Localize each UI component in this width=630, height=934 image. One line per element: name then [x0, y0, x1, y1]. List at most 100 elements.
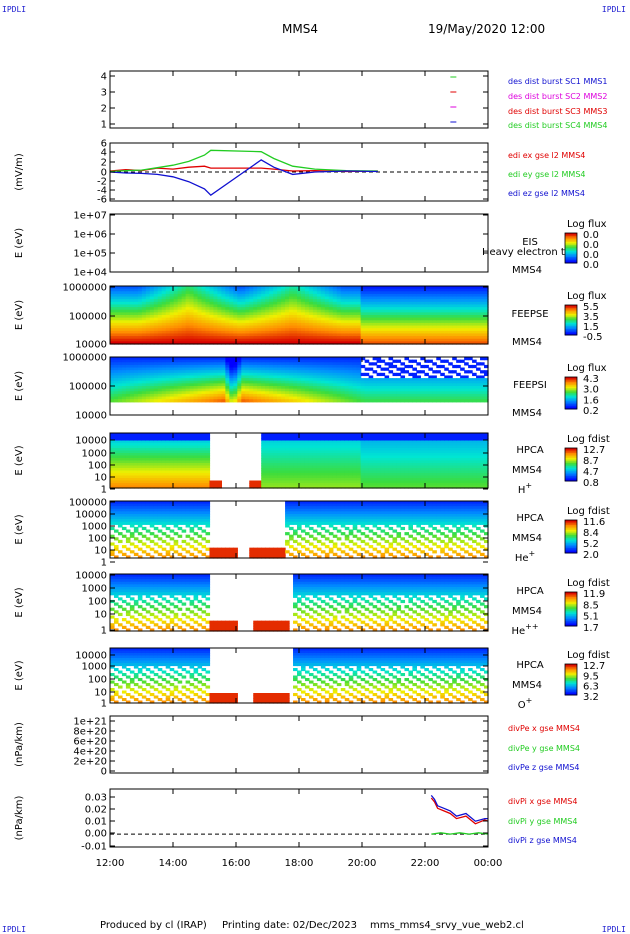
- spectrogram-cell: [340, 299, 346, 303]
- spectrogram-cell: [424, 293, 429, 298]
- spectrogram-cell: [237, 336, 242, 340]
- spectrogram-cell: [137, 399, 143, 403]
- spectrogram-cell: [249, 388, 254, 392]
- spectrogram-cell: [372, 325, 378, 329]
- spectrogram-cell: [444, 338, 449, 342]
- spectrogram-cell: [273, 485, 278, 489]
- colorbar-step: [565, 329, 577, 331]
- spectrogram-cell: [336, 341, 342, 345]
- spectrogram-cell: [396, 293, 402, 298]
- spectrogram-cell: [412, 315, 417, 319]
- spectrogram-cell: [424, 304, 429, 308]
- spectrogram-cell: [460, 315, 465, 319]
- spectrogram-cell: [177, 435, 183, 439]
- spectrogram-cell: [261, 380, 266, 384]
- spectrogram-cell: [149, 315, 155, 319]
- spectrogram-cell: [173, 386, 179, 390]
- spectrogram-cell: [308, 448, 314, 452]
- y-tick-label: 1e+05: [73, 249, 107, 260]
- spectrogram-cell: [161, 465, 167, 469]
- spectrogram-cell: [273, 470, 278, 474]
- spectrogram-cell: [265, 370, 270, 374]
- spectrogram-cell: [110, 375, 115, 379]
- spectrogram-cell: [340, 443, 346, 447]
- spectrogram-cell: [340, 325, 346, 329]
- spectrogram-cell: [125, 475, 131, 479]
- spectrogram-cell: [145, 315, 151, 319]
- spectrogram-cell: [173, 458, 179, 462]
- spectrogram-cell: [356, 465, 362, 469]
- spectrogram-cell: [297, 475, 302, 479]
- spectrogram-cell: [197, 485, 203, 489]
- spectrogram-cell: [348, 440, 354, 444]
- spectrogram-cell: [145, 440, 151, 444]
- spectrogram-cell: [392, 291, 398, 295]
- spectrogram-cell: [460, 378, 465, 382]
- spectrogram-cell: [400, 370, 406, 374]
- spectrogram-cell: [364, 367, 370, 371]
- spectrogram-cell: [376, 383, 382, 387]
- spectrogram-cell: [293, 328, 298, 332]
- spectrogram-cell: [476, 388, 481, 392]
- spectrogram-cell: [173, 293, 179, 298]
- spectrogram-cell: [141, 386, 147, 390]
- spectrogram-cell: [304, 291, 310, 295]
- spectrogram-cell: [304, 383, 310, 387]
- spectrogram-cell: [285, 357, 290, 361]
- spectrogram-cell: [201, 383, 207, 387]
- spectrogram-cell: [157, 286, 163, 290]
- spectrogram-cell: [137, 391, 143, 395]
- spectrogram-cell: [396, 393, 402, 398]
- spectrogram-cell: [233, 336, 238, 340]
- spectrogram-cell: [468, 293, 473, 298]
- spectrogram-cell: [289, 364, 294, 369]
- spectrogram-cell: [320, 380, 326, 384]
- spectrogram-cell: [185, 399, 191, 403]
- spectrogram-cell: [400, 304, 406, 308]
- spectrogram-cell: [416, 391, 421, 395]
- spectrogram-cell: [197, 455, 203, 459]
- spectrogram-cell: [265, 460, 270, 464]
- spectrogram-cell: [404, 380, 410, 384]
- spectrogram-cell: [129, 386, 135, 390]
- spectrogram-cell: [189, 391, 195, 395]
- spectrogram-cell: [193, 375, 199, 379]
- spectrogram-cell: [404, 291, 410, 295]
- spectrogram-cell: [181, 440, 187, 444]
- spectrogram-cell: [197, 435, 203, 439]
- spectrogram-cell: [484, 291, 489, 295]
- spectrogram-cell: [217, 485, 223, 489]
- spectrogram-cell: [181, 375, 187, 379]
- spectrogram-cell: [456, 359, 461, 363]
- spectrogram-cell: [149, 317, 155, 321]
- spectrogram-cell: [372, 370, 378, 374]
- spectrogram-cell: [289, 450, 294, 454]
- spectrogram-cell: [416, 307, 421, 311]
- spectrogram-cell: [376, 364, 382, 369]
- spectrogram-cell: [281, 309, 286, 313]
- spectrogram-cell: [133, 359, 139, 363]
- spectrogram-cell: [189, 470, 195, 474]
- spectrogram-cell: [253, 322, 258, 327]
- spectrogram-cell: [360, 286, 366, 290]
- colorbar-step: [565, 386, 577, 389]
- spectrogram-cell: [312, 322, 318, 327]
- spectrogram-cell: [480, 304, 485, 308]
- spectrogram-cell: [153, 367, 159, 371]
- spectrogram-cell: [173, 307, 179, 311]
- spectrogram-cell: [408, 399, 413, 403]
- spectrogram-cell: [384, 288, 390, 292]
- spectrogram-cell: [145, 301, 151, 306]
- spectrogram-cell: [205, 445, 211, 449]
- spectrogram-cell: [153, 338, 159, 342]
- spectrogram-cell: [368, 438, 374, 442]
- spectrogram-cell: [181, 455, 187, 459]
- spectrogram-cell: [161, 478, 167, 482]
- spectrogram-cell: [261, 375, 266, 379]
- spectrogram-cell: [460, 309, 465, 313]
- spectrogram-cell: [165, 383, 171, 387]
- spectrogram-cell: [157, 383, 163, 387]
- spectrogram-cell: [281, 291, 286, 295]
- spectrogram-cell: [249, 325, 254, 329]
- spectrogram-cell: [205, 359, 211, 363]
